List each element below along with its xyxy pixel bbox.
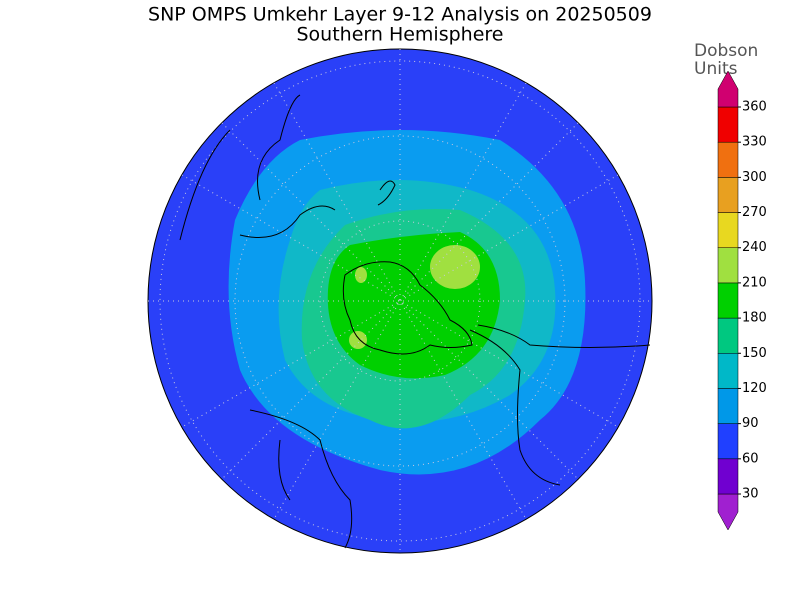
colorbar-tick-label: 270 xyxy=(742,205,767,220)
colorbar-tick-label: 300 xyxy=(742,170,767,185)
colorbar-band xyxy=(717,141,739,178)
colorbar-band xyxy=(717,353,739,389)
colorbar-extension xyxy=(717,493,739,531)
colorbar-tick-label: 210 xyxy=(742,275,767,290)
ozone-contour xyxy=(430,245,480,289)
colorbar-tick-label: 360 xyxy=(742,100,767,115)
colorbar-tick-label: 330 xyxy=(742,135,767,150)
colorbar-extension xyxy=(717,70,739,108)
colorbar-tick-label: 180 xyxy=(742,311,767,326)
colorbar-tick-label: 240 xyxy=(742,240,767,255)
colorbar-label: Dobson xyxy=(694,41,758,61)
colorbar-label: Units xyxy=(694,59,738,79)
subtitle: Southern Hemisphere xyxy=(296,24,503,46)
colorbar-band xyxy=(717,247,739,284)
colorbar-tick-label: 120 xyxy=(742,381,767,396)
colorbar-tick-label: 30 xyxy=(742,487,759,502)
colorbar-band xyxy=(717,317,739,354)
colorbar-tick-label: 60 xyxy=(742,451,759,466)
colorbar-tick-label: 90 xyxy=(742,416,759,431)
coastlines xyxy=(179,94,651,549)
colorbar-band xyxy=(717,388,739,424)
colorbar-band xyxy=(717,423,739,460)
title: SNP OMPS Umkehr Layer 9-12 Analysis on 2… xyxy=(148,4,652,26)
colorbar-band xyxy=(717,106,739,143)
ozone-contour xyxy=(355,267,367,283)
ozone-contour xyxy=(349,331,367,349)
map xyxy=(147,48,653,554)
colorbar-band xyxy=(717,282,739,319)
colorbar-band xyxy=(717,177,739,213)
colorbar-tick-label: 150 xyxy=(742,346,767,361)
colorbar: Dobson Units 30 60 90 120 150 180 210 240 270 300… xyxy=(694,41,767,531)
colorbar-band xyxy=(717,212,739,248)
graticule xyxy=(148,49,652,553)
colorbar-band xyxy=(717,458,739,495)
